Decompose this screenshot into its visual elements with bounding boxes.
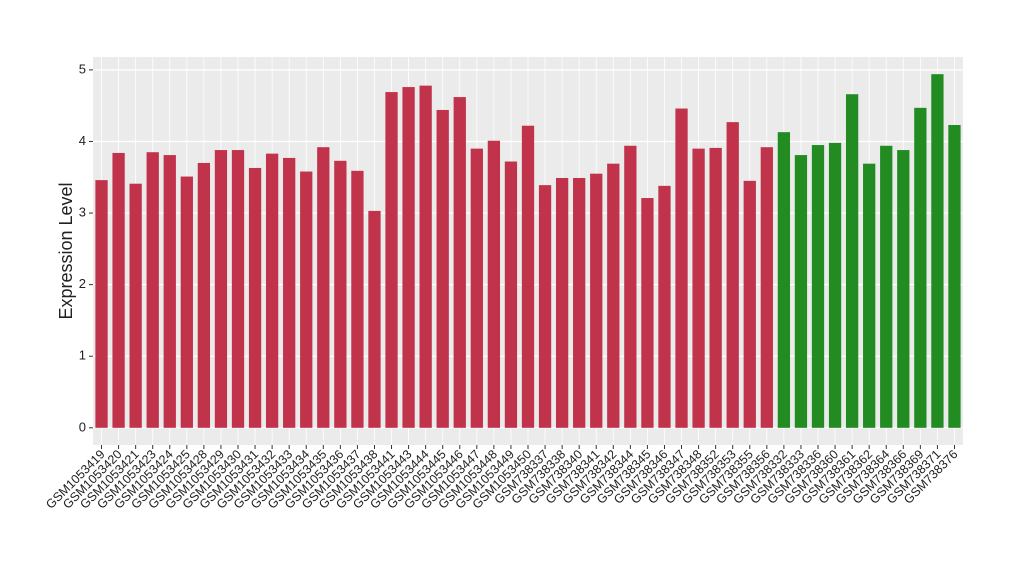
bar	[590, 173, 603, 428]
bar	[504, 161, 518, 428]
bars	[95, 74, 961, 428]
bar	[334, 160, 347, 428]
bar	[231, 150, 245, 428]
bar	[163, 155, 176, 428]
bar	[709, 147, 722, 428]
bar	[880, 145, 893, 428]
bar	[573, 177, 586, 428]
bar	[641, 198, 654, 428]
bar	[845, 94, 859, 428]
bar	[436, 109, 449, 428]
bar	[112, 152, 125, 428]
bar	[197, 162, 211, 428]
y-tick-label: 2	[79, 276, 86, 291]
bar	[624, 145, 637, 428]
bar	[658, 185, 671, 428]
bar	[521, 125, 535, 428]
bar	[419, 85, 432, 428]
bar	[897, 150, 910, 428]
bar	[453, 97, 466, 428]
y-tick-label: 4	[79, 133, 86, 148]
bar	[402, 87, 415, 428]
bar	[385, 92, 398, 428]
bar	[146, 152, 159, 428]
bar	[265, 153, 279, 428]
bar	[214, 150, 228, 428]
y-axis-title: Expression Level	[56, 182, 76, 319]
bar	[692, 148, 705, 428]
bar	[283, 157, 296, 428]
y-tick-label: 5	[79, 61, 86, 76]
bar	[675, 108, 688, 428]
bar	[368, 210, 381, 428]
y-tick-label: 3	[79, 204, 86, 219]
bar	[726, 122, 739, 428]
bar	[538, 185, 552, 428]
bar	[948, 125, 961, 428]
bar	[95, 180, 108, 428]
bar	[794, 155, 808, 428]
bar	[317, 147, 330, 428]
bar	[351, 170, 364, 428]
bar	[863, 163, 876, 428]
bar	[300, 171, 313, 428]
bar	[129, 183, 142, 428]
bar	[743, 180, 756, 428]
y-tick-label: 1	[79, 348, 86, 363]
bar	[760, 147, 773, 428]
bar	[607, 163, 620, 428]
bar	[248, 167, 262, 428]
bar	[470, 148, 483, 428]
bar	[811, 145, 825, 428]
bar	[777, 132, 791, 428]
bar	[487, 140, 501, 428]
bar	[931, 74, 944, 428]
bar	[180, 176, 193, 428]
bar	[828, 142, 842, 428]
bar	[914, 107, 927, 428]
y-tick-label: 0	[79, 419, 86, 434]
bar	[555, 177, 569, 428]
